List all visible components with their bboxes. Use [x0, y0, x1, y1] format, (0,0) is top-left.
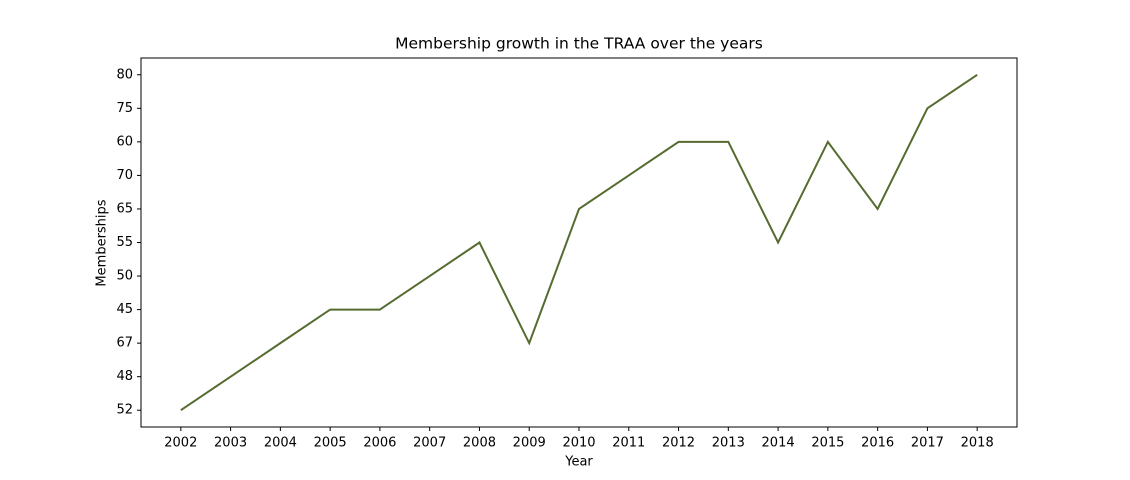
y-tick-label: 45 [116, 302, 133, 317]
x-tick-label: 2010 [562, 436, 595, 451]
y-tick-label: 65 [116, 201, 133, 216]
x-tick-label: 2008 [463, 436, 496, 451]
y-tick-label: 75 [116, 101, 133, 116]
x-tick-label: 2004 [264, 436, 297, 451]
y-tick-label: 67 [116, 336, 133, 351]
x-tick-label: 2003 [214, 436, 247, 451]
x-tick-label: 2017 [911, 436, 944, 451]
y-tick-label: 80 [116, 67, 133, 82]
x-tick-label: 2015 [811, 436, 844, 451]
y-tick-label: 52 [116, 403, 133, 418]
chart-title: Membership growth in the TRAA over the y… [395, 35, 763, 53]
x-tick-label: 2006 [363, 436, 396, 451]
x-tick-label: 2009 [513, 436, 546, 451]
x-tick-label: 2013 [712, 436, 745, 451]
y-tick-label: 70 [116, 168, 133, 183]
data-line [180, 73, 978, 412]
x-tick-label: 2018 [961, 436, 994, 451]
y-tick-label: 48 [116, 369, 133, 384]
y-tick-label: 50 [116, 269, 133, 284]
x-tick-label: 2002 [164, 436, 197, 451]
x-axis-label: Year [564, 455, 593, 470]
x-tick-label: 2007 [413, 436, 446, 451]
x-tick-label: 2011 [612, 436, 645, 451]
y-axis-label: Memberships [95, 199, 110, 286]
x-tick-label: 2012 [662, 436, 695, 451]
y-tick-label: 60 [116, 134, 133, 149]
y-tick-label: 55 [116, 235, 133, 250]
x-tick-label: 2014 [762, 436, 795, 451]
x-tick-label: 2005 [314, 436, 347, 451]
x-tick-label: 2016 [861, 436, 894, 451]
